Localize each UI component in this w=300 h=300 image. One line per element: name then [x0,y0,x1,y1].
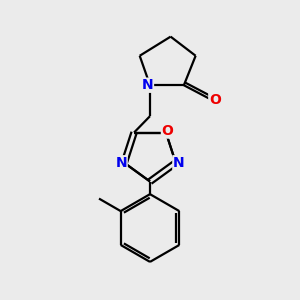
Text: O: O [161,124,173,138]
Text: N: N [173,156,184,170]
Text: N: N [142,78,154,92]
Text: N: N [116,156,127,170]
Text: O: O [209,93,221,107]
